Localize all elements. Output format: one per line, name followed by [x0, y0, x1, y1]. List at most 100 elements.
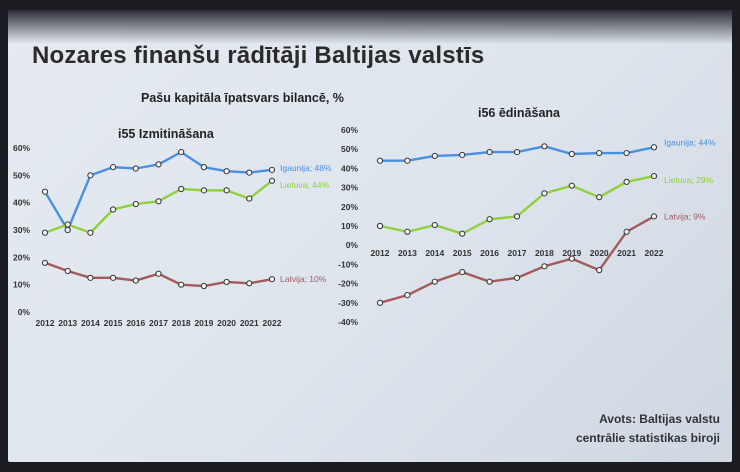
x-tick-label: 2016	[480, 248, 499, 258]
x-tick-label: 2017	[508, 248, 527, 258]
data-point	[200, 282, 207, 290]
y-tick-label: 30%	[341, 183, 358, 193]
x-tick-label: 2017	[149, 318, 168, 328]
chart-title-right: i56 ēdināšana	[478, 106, 560, 120]
data-point	[568, 255, 575, 262]
x-tick-label: 2018	[172, 318, 191, 328]
source-line-1: Avots: Baltijas valstu	[599, 412, 720, 426]
y-tick-label: 10%	[13, 280, 30, 290]
data-point	[64, 267, 71, 275]
x-tick-label: 2013	[398, 248, 417, 258]
top-shadow	[8, 10, 732, 44]
x-tick-label: 2019	[562, 248, 581, 258]
data-point	[110, 164, 117, 171]
series-label-latvija: Latvija; 9%	[664, 211, 706, 221]
data-point	[376, 157, 384, 164]
data-point	[223, 187, 230, 194]
y-tick-label: 30%	[13, 225, 30, 235]
series-label-igaunija: Igaunija; 44%	[664, 137, 716, 147]
y-tick-label: 50%	[341, 144, 358, 154]
x-tick-label: 2020	[217, 318, 236, 328]
data-point	[596, 149, 603, 157]
data-point	[404, 228, 411, 235]
data-point	[268, 177, 276, 184]
y-tick-label: 50%	[13, 170, 30, 180]
data-point	[650, 144, 658, 151]
data-point	[431, 278, 438, 285]
data-point	[132, 200, 139, 208]
data-point	[650, 213, 658, 220]
data-point	[155, 161, 162, 168]
data-point	[459, 230, 466, 237]
data-point	[596, 194, 603, 201]
data-point	[513, 148, 521, 156]
x-tick-label: 2012	[371, 248, 390, 258]
x-tick-label: 2019	[194, 318, 213, 328]
data-point	[155, 270, 162, 277]
data-point	[404, 157, 411, 164]
data-point	[246, 280, 253, 287]
series-label-lietuva: Lietuva; 29%	[664, 175, 714, 185]
x-tick-label: 2022	[263, 318, 282, 328]
source-line-2: centrālie statistikas biroji	[575, 431, 720, 445]
data-point	[513, 274, 521, 281]
data-point	[246, 195, 253, 202]
data-point	[132, 165, 139, 172]
data-point	[132, 277, 139, 284]
y-tick-label: -20%	[338, 279, 358, 289]
data-point	[376, 299, 384, 306]
data-point	[223, 168, 230, 175]
data-point	[87, 229, 94, 236]
chart-title-left: i55 Izmitināšana	[118, 127, 214, 141]
data-point	[541, 263, 548, 270]
y-tick-label: 40%	[13, 198, 30, 208]
data-point	[41, 259, 49, 266]
y-tick-label: 40%	[341, 163, 358, 173]
x-tick-label: 2021	[240, 318, 259, 328]
x-tick-label: 2013	[58, 318, 77, 328]
data-point	[178, 149, 185, 156]
x-tick-label: 2012	[36, 318, 55, 328]
data-point	[268, 276, 276, 283]
x-tick-label: 2018	[535, 248, 554, 258]
data-point	[178, 185, 185, 193]
x-tick-label: 2014	[81, 318, 100, 328]
data-point	[431, 221, 438, 229]
series-label-lietuva: Lietuva; 44%	[280, 180, 330, 190]
y-tick-label: 0%	[18, 307, 31, 317]
y-tick-label: 0%	[346, 240, 359, 250]
data-point	[541, 190, 548, 197]
data-point	[64, 221, 71, 228]
data-point	[41, 188, 49, 195]
slide: Nozares finanšu rādītāji Baltijas valstī…	[8, 10, 732, 462]
x-tick-label: 2022	[645, 248, 664, 258]
x-tick-label: 2015	[104, 318, 123, 328]
data-point	[596, 267, 603, 274]
data-point	[376, 222, 384, 230]
data-point	[110, 274, 117, 281]
data-point	[459, 268, 466, 276]
data-point	[431, 152, 438, 160]
data-point	[568, 150, 575, 158]
series-label-latvija: Latvija; 10%	[280, 274, 327, 284]
data-point	[459, 151, 466, 159]
y-tick-label: 60%	[13, 143, 30, 153]
data-point	[623, 149, 630, 157]
data-point	[178, 281, 185, 288]
slide-subtitle: Pašu kapitāla īpatsvars bilancē, %	[141, 91, 344, 105]
data-point	[223, 278, 230, 286]
data-point	[404, 292, 411, 299]
slide-title: Nozares finanšu rādītāji Baltijas valstī…	[32, 42, 485, 69]
y-tick-label: 20%	[13, 252, 30, 262]
data-point	[246, 169, 253, 176]
data-point	[568, 182, 575, 189]
y-tick-label: 60%	[341, 125, 358, 135]
data-point	[650, 172, 658, 180]
y-tick-label: -30%	[338, 298, 358, 308]
y-tick-label: 20%	[341, 202, 358, 212]
series-label-igaunija: Igaunija; 48%	[280, 163, 332, 173]
data-point	[268, 166, 276, 173]
x-tick-label: 2015	[453, 248, 472, 258]
